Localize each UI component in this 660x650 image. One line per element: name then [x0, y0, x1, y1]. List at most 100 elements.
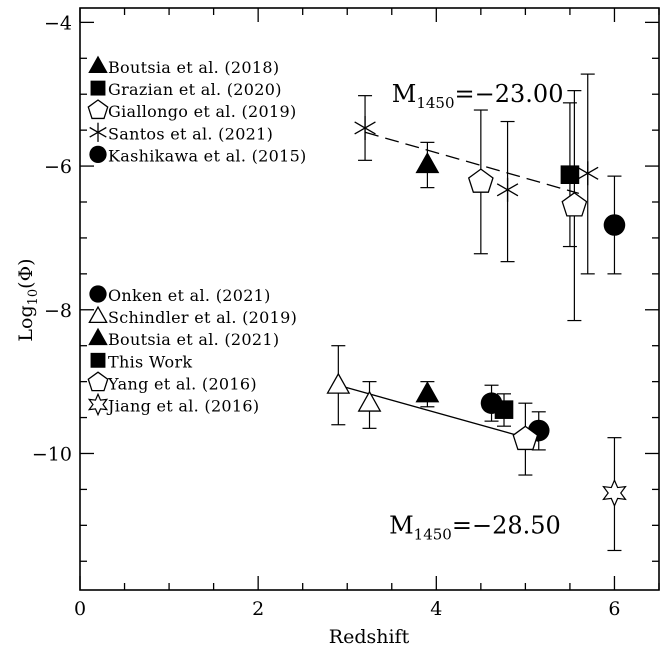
legend-label: Kashikawa et al. (2015) [108, 146, 307, 165]
data-point [496, 177, 519, 202]
legend-marker [88, 305, 108, 324]
legend-label: Yang et al. (2016) [107, 374, 257, 393]
triangle-shape [326, 372, 351, 394]
y-tick-label: −8 [44, 300, 72, 322]
annotation-bright: M1450=−28.50 [389, 511, 561, 543]
legend-marker [88, 55, 108, 73]
legend-label: Santos et al. (2021) [108, 124, 273, 143]
legend-label: Boutsia et al. (2018) [108, 58, 279, 77]
triangle-shape [357, 390, 382, 412]
pentagon-shape [87, 99, 109, 120]
legend-label: This Work [108, 352, 192, 371]
series-giallongo-et-al-2019 [467, 90, 588, 322]
star-shape [87, 392, 109, 417]
pentagon-shape [87, 371, 109, 392]
triangle-shape [88, 327, 108, 346]
legend-marker [89, 285, 107, 303]
x-tick-label: 0 [74, 598, 86, 620]
x-tick-label: 4 [430, 598, 442, 620]
legend-faint: Boutsia et al. (2018) Grazian et al. (202… [87, 55, 307, 165]
data-point [512, 425, 539, 451]
legend-bright: Onken et al. (2021) Schindler et al. (201… [87, 285, 297, 417]
legend-label: Schindler et al. (2019) [108, 308, 297, 327]
axis-tick-labels: 0 2 4 6 −10 −8 −6 −4 [32, 12, 621, 620]
legend-item: Schindler et al. (2019) [88, 305, 297, 327]
legend-marker [89, 145, 107, 164]
legend-item: Onken et al. (2021) [89, 285, 270, 305]
triangle-shape [88, 305, 108, 324]
legend-marker [90, 352, 106, 368]
legend-item: Yang et al. (2016) [87, 371, 257, 393]
legend-marker [90, 80, 106, 96]
plot-border [79, 7, 660, 591]
y-axis-label: Log10(Φ) [15, 258, 41, 341]
data-point [560, 165, 580, 184]
legend-marker [87, 371, 109, 392]
data-point [354, 115, 376, 140]
triangle-shape [415, 151, 440, 174]
series-jiang-et-al-2016 [602, 437, 627, 552]
legend-label: Boutsia et al. (2021) [108, 330, 279, 349]
legend-item: Boutsia et al. (2021) [88, 327, 279, 349]
pentagon-shape [561, 192, 588, 217]
series-boutsia-et-al-2021 [415, 381, 440, 408]
series-this-work [494, 393, 514, 427]
legend-label: Onken et al. (2021) [108, 286, 271, 305]
axis-ticks [79, 8, 660, 590]
legend-item: Santos et al. (2021) [89, 122, 273, 143]
triangle-shape [415, 381, 440, 403]
legend-item: Kashikawa et al. (2015) [89, 145, 307, 165]
legend-marker [88, 327, 108, 346]
series-santos-et-al-2021 [354, 73, 599, 275]
x-tick-label: 6 [608, 598, 620, 620]
y-tick-label: −4 [44, 12, 72, 34]
legend-item: Jiang et al. (2016) [87, 392, 259, 417]
square-shape [90, 80, 106, 96]
pentagon-shape [512, 425, 539, 451]
star-shape [602, 478, 627, 508]
data-point [561, 192, 588, 217]
data-point [602, 478, 627, 508]
data-point [467, 168, 494, 193]
series-grazian-et-al-2020 [560, 102, 580, 248]
legend-item: This Work [90, 352, 192, 371]
legend-item: Giallongo et al. (2019) [87, 99, 296, 121]
data-point [494, 400, 514, 419]
data-points [326, 73, 627, 552]
legend-marker [87, 392, 109, 417]
asterisk-stroke [89, 126, 107, 138]
fit-lines [338, 131, 580, 442]
x-axis-label: Redshift [329, 626, 410, 648]
asterisk-stroke [577, 166, 599, 180]
data-point [357, 390, 382, 412]
faint-fit-line [364, 131, 580, 195]
square-shape [560, 165, 580, 184]
data-point [326, 372, 351, 394]
x-tick-label: 2 [252, 598, 264, 620]
asterisk-stroke [496, 183, 519, 197]
square-shape [90, 352, 106, 368]
legend-item: Boutsia et al. (2018) [88, 55, 279, 77]
series-boutsia-et-al-2018 [415, 141, 440, 189]
annotation-faint: M1450=−23.00 [392, 80, 564, 112]
data-point [577, 161, 599, 186]
y-tick-label: −10 [32, 443, 72, 465]
circle-shape [89, 145, 107, 164]
legend-label: Grazian et al. (2020) [108, 80, 282, 99]
square-shape [494, 400, 514, 419]
series-schindler-et-al-2019 [326, 345, 382, 429]
y-tick-label: −6 [44, 156, 72, 178]
pentagon-shape [467, 168, 494, 193]
data-point [603, 214, 626, 236]
data-point [415, 151, 440, 174]
circle-shape [89, 285, 107, 303]
series-yang-et-al-2016 [512, 402, 539, 476]
plot-frame [79, 7, 660, 591]
annotations: M1450=−23.00 M1450=−28.50 [389, 80, 563, 543]
data-point [415, 381, 440, 403]
triangle-shape [88, 55, 108, 73]
legend-label: Jiang et al. (2016) [106, 397, 259, 416]
series-kashikawa-et-al-2015 [603, 175, 626, 275]
circle-shape [603, 214, 626, 236]
legend: Boutsia et al. (2018) Grazian et al. (202… [87, 55, 307, 417]
